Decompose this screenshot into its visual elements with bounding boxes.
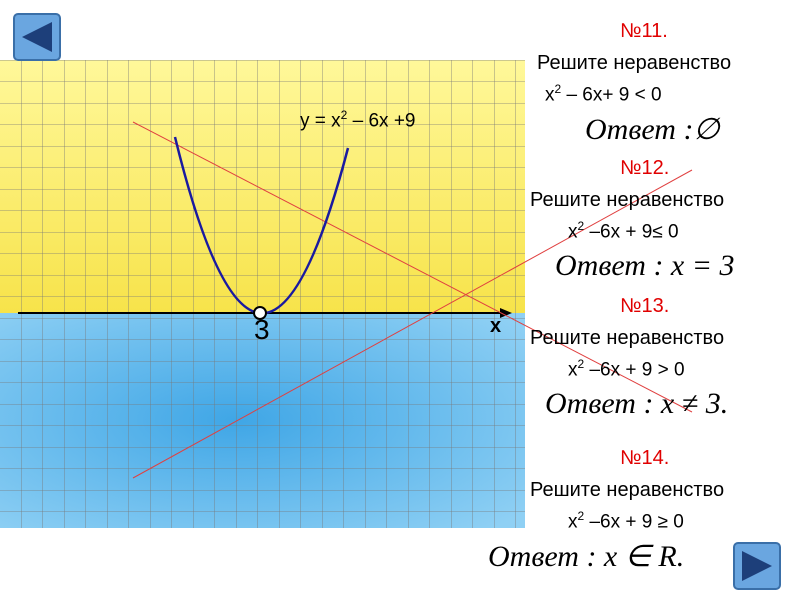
task-prompt: Решите неравенство	[530, 479, 725, 501]
ineq-text: – 6x+ 9 < 0	[561, 84, 662, 106]
ineq-sup: 2	[577, 219, 585, 233]
task-prompt: Решите неравенство	[530, 327, 725, 349]
grid	[0, 60, 525, 528]
answer: Ответ :∅	[585, 112, 720, 147]
red-line	[132, 169, 693, 479]
ineq-sup: 2	[577, 509, 585, 523]
answer-value: : x = 3	[645, 249, 735, 282]
answer-word: Ответ	[545, 387, 636, 420]
vertex	[253, 306, 267, 320]
answer-word: Ответ	[555, 249, 646, 282]
answer-value: : x ∈ R.	[578, 540, 685, 573]
red-line	[132, 121, 693, 413]
inequality: x2 –6x + 9 ≥ 0	[568, 509, 684, 533]
label-sup: 2	[340, 108, 348, 122]
task-number: №14.	[620, 447, 670, 469]
label-text: y = x	[300, 110, 341, 132]
task-number: №11.	[620, 20, 668, 42]
answer-value: :∅	[675, 113, 720, 146]
prev-button[interactable]	[13, 13, 61, 61]
axis-label: x	[490, 315, 502, 337]
answer-word: Ответ	[585, 113, 676, 146]
axis-arrow	[500, 308, 512, 318]
answer: Ответ : x ≠ 3.	[545, 387, 728, 421]
answer-word: Ответ	[488, 540, 579, 573]
task-number: №12.	[620, 157, 670, 179]
answer: Ответ : x = 3	[555, 249, 735, 283]
answer: Ответ : x ∈ R.	[488, 539, 684, 574]
ineq-text: x	[545, 84, 555, 106]
vertex-label: 3	[254, 314, 270, 345]
task-prompt: Решите неравенство	[537, 52, 732, 74]
next-button[interactable]	[733, 542, 781, 590]
inequality: x2 – 6x+ 9 < 0	[545, 82, 662, 106]
answer-value: : x ≠ 3.	[635, 387, 729, 420]
inequality: x2 –6x + 9 > 0	[568, 357, 685, 381]
label-text: – 6x +9	[347, 110, 416, 132]
ineq-sup: 2	[577, 357, 585, 371]
inequality: x2 –6x + 9≤ 0	[568, 219, 679, 243]
ineq-sup: 2	[554, 82, 562, 96]
ineq-text: –6x + 9 ≥ 0	[584, 511, 684, 533]
task-number: №13.	[620, 295, 670, 317]
ineq-text: x	[568, 511, 578, 533]
function-label: y = x2 – 6x +9	[300, 108, 415, 132]
ineq-text: –6x + 9 > 0	[584, 359, 685, 381]
task-prompt: Решите неравенство	[530, 189, 725, 211]
ineq-text: x	[568, 359, 578, 381]
ineq-text: x	[568, 221, 578, 243]
ineq-text: –6x + 9≤ 0	[584, 221, 679, 243]
